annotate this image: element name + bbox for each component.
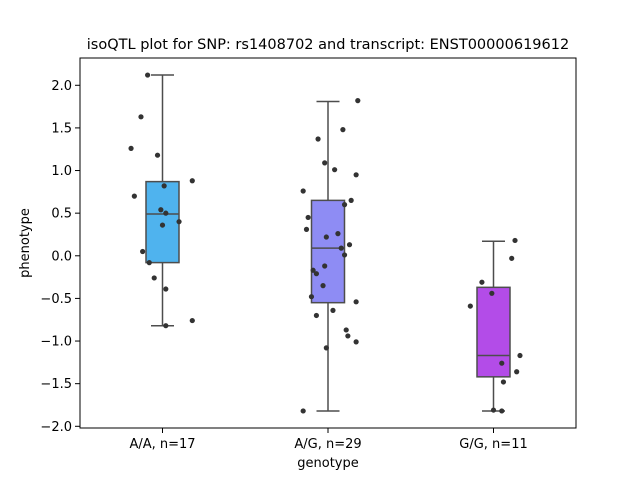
y-axis-label: phenotype: [18, 208, 33, 278]
data-point: [323, 345, 329, 351]
box: [145, 180, 180, 264]
data-point: [348, 197, 354, 203]
box-group-3: [476, 240, 511, 412]
box: [310, 199, 346, 304]
data-point: [146, 260, 152, 266]
y-tick-label: 0.5: [51, 207, 72, 222]
data-point: [517, 352, 523, 359]
data-point: [308, 294, 315, 300]
y-tick-label: 2.0: [51, 79, 72, 94]
data-point: [322, 160, 328, 166]
y-tick-label: 1.0: [51, 164, 72, 179]
data-point: [163, 286, 169, 292]
points-layer: [128, 72, 523, 414]
data-point: [140, 248, 146, 255]
data-point: [131, 193, 137, 199]
data-point: [341, 252, 348, 258]
data-point: [340, 127, 346, 133]
y-tick-label: −1.0: [40, 335, 72, 350]
box-group-1: [145, 74, 180, 327]
data-point: [176, 219, 182, 225]
data-point: [514, 369, 520, 375]
box: [476, 286, 511, 378]
data-point: [338, 245, 344, 251]
data-point: [335, 231, 341, 237]
data-point: [154, 152, 161, 158]
data-point: [323, 234, 329, 240]
data-point: [353, 299, 359, 305]
data-point: [499, 408, 505, 414]
data-point: [313, 271, 320, 277]
data-point: [467, 303, 473, 309]
data-point: [300, 188, 306, 194]
x-axis-label: genotype: [297, 456, 358, 471]
data-point: [479, 279, 485, 285]
y-tick-label: −0.5: [40, 292, 72, 307]
data-point: [159, 222, 166, 228]
data-point: [330, 307, 336, 313]
data-point: [341, 202, 348, 208]
x-axis: A/A, n=17 A/G, n=29 G/G, n=11: [129, 428, 528, 452]
x-tick-label: A/G, n=29: [294, 437, 361, 452]
data-point: [512, 237, 518, 244]
data-point: [499, 360, 505, 366]
y-tick-label: 1.5: [51, 121, 72, 136]
data-point: [315, 136, 321, 142]
x-tick-label: G/G, n=11: [459, 437, 527, 452]
data-point: [490, 407, 497, 413]
data-point: [163, 210, 169, 216]
data-point: [300, 408, 306, 414]
boxes-layer: [145, 74, 511, 412]
data-point: [353, 172, 359, 178]
data-point: [163, 323, 169, 329]
data-point: [489, 290, 495, 296]
data-point: [151, 275, 157, 281]
x-tick-label: A/A, n=17: [129, 437, 195, 452]
data-point: [320, 283, 326, 289]
data-point: [138, 114, 144, 120]
data-point: [161, 183, 167, 189]
data-point: [322, 263, 328, 269]
y-tick-label: −1.5: [40, 377, 72, 392]
y-tick-label: −2.0: [40, 420, 72, 435]
data-point: [189, 317, 195, 324]
data-point: [343, 327, 349, 333]
data-point: [189, 178, 195, 184]
data-point: [500, 379, 507, 385]
data-point: [128, 145, 134, 151]
data-point: [305, 214, 311, 221]
data-point: [353, 339, 359, 345]
y-axis: 2.0 1.5 1.0 0.5 0.0 −0.5 −1.0 −1.5 −2.0: [40, 79, 80, 435]
data-point: [355, 98, 361, 104]
box-group-2: [310, 100, 346, 412]
chart-title: isoQTL plot for SNP: rs1408702 and trans…: [87, 37, 569, 53]
data-point: [509, 255, 515, 261]
data-point: [145, 72, 151, 78]
data-point: [313, 312, 320, 319]
data-point: [346, 242, 353, 248]
data-point: [345, 333, 351, 339]
data-point: [332, 167, 338, 173]
data-point: [158, 207, 164, 213]
data-point: [303, 226, 310, 232]
data-point: [310, 267, 316, 273]
y-tick-label: 0.0: [51, 249, 72, 264]
